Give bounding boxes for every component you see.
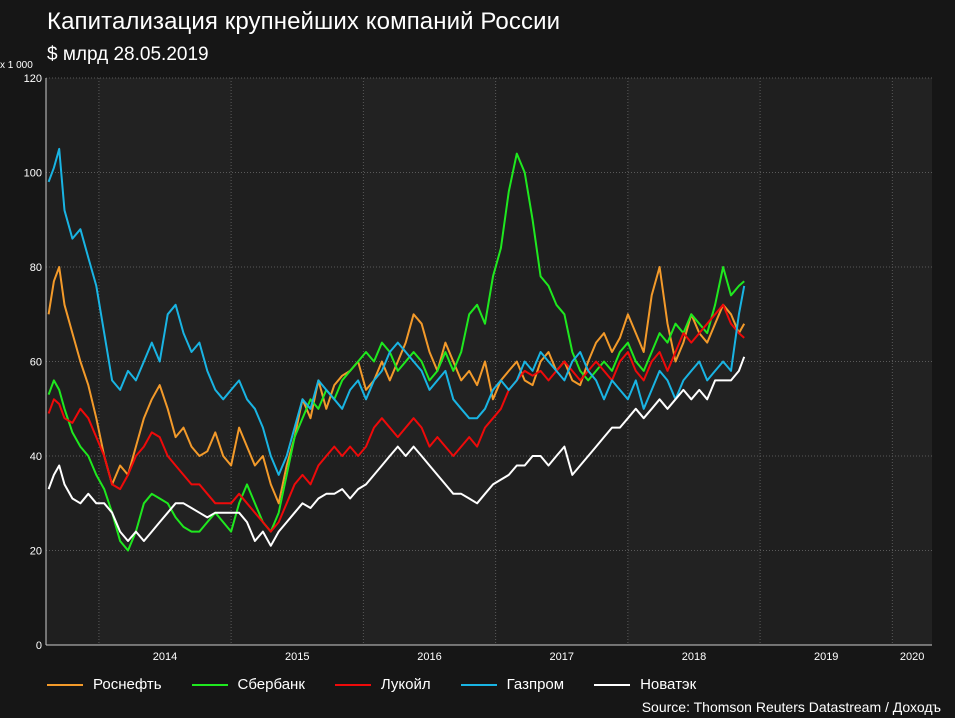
y-tick-label: 20	[30, 546, 42, 558]
legend-swatch	[460, 683, 497, 686]
y-tick-label: 100	[24, 168, 42, 180]
series-line-1	[47, 266, 746, 505]
legend-swatch	[334, 683, 371, 686]
legend-item: Газпром	[460, 676, 565, 693]
legend-label: Новатэк	[640, 676, 697, 693]
source-note: Source: Thomson Reuters Datastream / Дох…	[641, 699, 941, 715]
legend-swatch	[191, 683, 228, 686]
y-tick-label: 40	[30, 451, 42, 463]
y-tick-label: 80	[30, 262, 42, 274]
chart-title: Капитализация крупнейших компаний России	[47, 8, 561, 35]
x-tick-label: 2015	[285, 651, 309, 663]
year-band	[46, 78, 99, 645]
chart-subtitle: $ млрд 28.05.2019	[47, 44, 209, 65]
series-line-2	[47, 152, 745, 552]
y-tick-label: 120	[24, 73, 42, 85]
series-line-3	[47, 303, 745, 533]
y-tick-label: 0	[36, 640, 42, 652]
x-tick-label: 2019	[814, 651, 838, 663]
y-tick-label: 60	[30, 357, 42, 369]
legend-label: Газпром	[506, 676, 565, 693]
legend: Роснефть Сбербанк Лукойл Газпром Новатэк	[47, 676, 726, 693]
legend-swatch	[47, 683, 83, 686]
legend-label: Сбербанк	[237, 676, 305, 693]
legend-item: Лукойл	[334, 676, 431, 693]
x-tick-label: 2017	[549, 651, 573, 663]
legend-swatch	[594, 683, 631, 686]
legend-label: Роснефть	[93, 676, 162, 693]
x-tick-label: 2016	[417, 651, 441, 663]
year-band	[98, 78, 232, 645]
y-unit-label: x 1 000	[0, 60, 33, 71]
series-line-4	[47, 147, 746, 476]
legend-label: Лукойл	[380, 676, 431, 693]
legend-item: Сбербанк	[191, 676, 305, 693]
x-tick-label: 2018	[682, 651, 706, 663]
x-tick-label: 2020	[900, 651, 924, 663]
legend-item: Новатэк	[594, 676, 696, 693]
series-line-5	[47, 356, 746, 547]
legend-item: Роснефть	[47, 676, 162, 693]
x-tick-label: 2014	[153, 651, 177, 663]
